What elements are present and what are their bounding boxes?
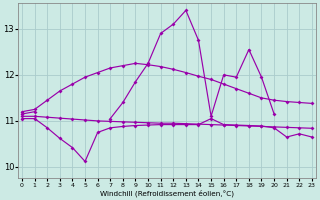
X-axis label: Windchill (Refroidissement éolien,°C): Windchill (Refroidissement éolien,°C) <box>100 189 234 197</box>
